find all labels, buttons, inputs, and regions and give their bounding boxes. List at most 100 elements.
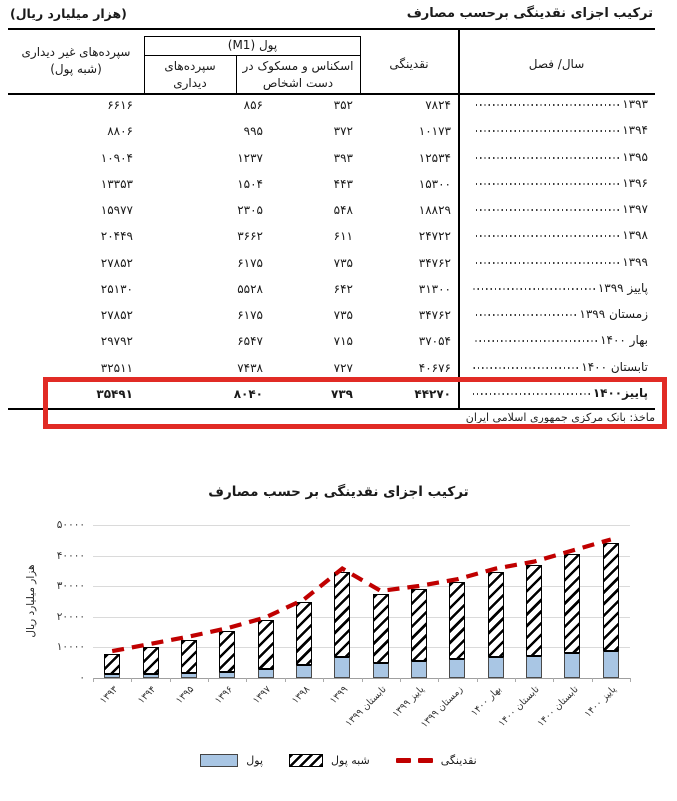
cell-sight: ۸۵۶ — [243, 98, 263, 112]
cell-year: پاییز۱۴۰۰ — [470, 386, 648, 400]
table-bottom-border — [8, 408, 655, 410]
cell-sight: ۶۵۴۷ — [237, 334, 263, 349]
money-segment — [564, 653, 581, 678]
chart-legend: پول شبه پول نقدینگی — [0, 754, 677, 767]
cell-quasi: ۲۷۸۵۲ — [100, 255, 133, 270]
year-label: ۱۳۹۸ — [622, 228, 648, 243]
cell-bank: ۶۱۱ — [333, 229, 353, 244]
legend-item-liquidity: نقدینگی — [395, 754, 477, 767]
cell-sight: ۶۱۷۵ — [237, 255, 263, 270]
quasi-money-segment — [602, 542, 619, 652]
dotted-leader — [473, 392, 590, 395]
col-header-banknotes-line1: اسکناس و مسکوک در — [242, 59, 354, 73]
stacked-bar — [219, 631, 236, 678]
table-row: ۲۰۴۴۹ ۳۶۶۲ ۶۱۱ ۲۴۷۲۲ ۱۳۹۸ — [8, 224, 655, 250]
liquidity-dashed-line — [111, 537, 612, 654]
cell-quasi: ۱۵۹۷۷ — [100, 203, 133, 217]
quasi-money-segment — [142, 646, 159, 674]
cell-liq: ۷۸۲۴ — [425, 98, 451, 112]
chart-title: ترکیب اجزای نقدینگی بر حسب مصارف — [208, 484, 469, 500]
cell-sight: ۳۶۶۲ — [237, 229, 263, 244]
table-top-border — [8, 28, 655, 30]
cell-sight: ۷۴۳۸ — [237, 360, 263, 375]
unit-label: (هزار میلیارد ریال) — [10, 6, 127, 21]
stacked-bar — [142, 646, 159, 678]
cell-year: ۱۳۹۴ — [470, 123, 648, 137]
x-tick-label: پاییز ۱۴۰۰ — [582, 684, 619, 720]
quasi-money-segment — [104, 654, 121, 675]
x-tick-mark — [399, 678, 401, 682]
table-row: ۲۹۷۹۲ ۶۵۴۷ ۷۱۵ ۳۷۰۵۴ بهار ۱۴۰۰ — [8, 329, 655, 355]
table-row: ۲۷۸۵۲ ۶۱۷۵ ۷۳۵ ۳۴۷۶۲ زمستان ۱۳۹۹ — [8, 303, 655, 329]
cell-quasi: ۲۵۱۳۰ — [100, 281, 133, 296]
year-label: پاییز۱۴۰۰ — [592, 385, 648, 400]
liquidity-line — [111, 537, 612, 654]
quasi-money-segment — [372, 593, 389, 664]
col-header-quasi-money: سپرده‌های غیر دیداری (شبه پول) — [8, 44, 144, 79]
cell-bank: ۴۴۳ — [333, 176, 353, 191]
liquidity-dash-icon — [395, 758, 433, 763]
cell-liq: ۱۰۱۷۳ — [418, 124, 451, 139]
table-row: ۱۳۳۵۳ ۱۵۰۴ ۴۴۳ ۱۵۳۰۰ ۱۳۹۶ — [8, 172, 655, 198]
year-label: تابستان ۱۴۰۰ — [581, 359, 648, 374]
cell-year: تابستان ۱۴۰۰ — [470, 360, 648, 374]
money-subcell-divider — [236, 55, 238, 93]
dotted-leader — [473, 314, 577, 316]
money-segment — [449, 659, 466, 678]
y-tick-label: ۳۰۰۰۰ — [56, 580, 85, 593]
money-segment — [104, 674, 121, 678]
cell-sight: ۶۱۷۵ — [237, 308, 263, 322]
stacked-bar — [180, 639, 197, 678]
gridline — [93, 586, 630, 588]
x-tick-label: ۱۳۹۵ — [174, 684, 197, 707]
stacked-bar — [526, 564, 543, 678]
cell-bank: ۵۴۸ — [333, 203, 353, 217]
year-label: ۱۳۹۷ — [622, 202, 648, 216]
cell-year: ۱۳۹۶ — [470, 176, 648, 190]
x-tick-label: ۱۳۹۹ — [327, 684, 351, 707]
table-row: ۳۵۴۹۱ ۸۰۴۰ ۷۳۹ ۴۴۲۷۰ پاییز۱۴۰۰ — [8, 382, 655, 408]
x-tick-mark — [93, 678, 94, 682]
cell-liq: ۳۱۳۰۰ — [418, 281, 451, 296]
cell-bank: ۷۲۷ — [333, 360, 353, 375]
col-header-quasi-line2: (شبه پول) — [50, 62, 102, 77]
dotted-leader — [473, 104, 620, 106]
table-row: ۱۰۹۰۴ ۱۲۳۷ ۳۹۳ ۱۲۵۳۴ ۱۳۹۵ — [8, 146, 655, 172]
year-column-divider — [458, 28, 460, 410]
dotted-leader — [473, 366, 579, 369]
x-tick-mark — [476, 678, 478, 682]
col-header-sight-deposits: سپرده‌های دیداری — [144, 58, 236, 93]
quasi-money-segment — [411, 588, 428, 661]
x-tick-mark — [323, 678, 325, 682]
x-tick-label: ۱۳۹۷ — [251, 684, 274, 707]
stacked-bar — [104, 654, 121, 678]
table-row: ۲۵۱۳۰ ۵۵۲۸ ۶۴۲ ۳۱۳۰۰ پاییز ۱۳۹۹ — [8, 277, 655, 303]
year-label: ۱۳۹۹ — [622, 254, 648, 269]
cell-bank: ۶۴۲ — [333, 281, 353, 296]
col-header-sight-line1: سپرده‌های — [164, 59, 216, 73]
money-segment — [257, 669, 274, 678]
x-tick-mark — [553, 678, 555, 682]
cell-year: ۱۳۹۳ — [470, 97, 648, 111]
y-tick-label: ۰ — [79, 672, 85, 684]
money-segment — [295, 664, 312, 678]
highlight-box — [43, 377, 667, 429]
cell-sight: ۱۲۳۷ — [237, 150, 263, 165]
dotted-leader — [473, 156, 620, 159]
year-label: پاییز ۱۳۹۹ — [597, 280, 648, 295]
col-header-banknotes: اسکناس و مسکوک در دست اشخاص — [236, 58, 360, 93]
y-tick-label: ۱۰۰۰۰ — [56, 641, 85, 654]
money-box-top-border — [144, 36, 361, 38]
x-tick-label: بهار ۱۴۰۰ — [468, 684, 504, 719]
cell-sight: ۲۳۰۵ — [237, 203, 263, 217]
x-tick-mark — [131, 678, 133, 682]
money-segment — [411, 660, 428, 678]
cell-year: بهار ۱۴۰۰ — [470, 333, 648, 347]
quasi-money-segment — [295, 602, 312, 665]
stacked-bar — [602, 542, 619, 678]
stacked-bar — [334, 571, 351, 678]
y-tick-label: ۵۰۰۰۰ — [56, 519, 85, 531]
year-label: بهار ۱۴۰۰ — [600, 333, 648, 348]
cell-bank: ۳۹۳ — [333, 150, 353, 165]
quasi-money-segment — [257, 620, 274, 670]
